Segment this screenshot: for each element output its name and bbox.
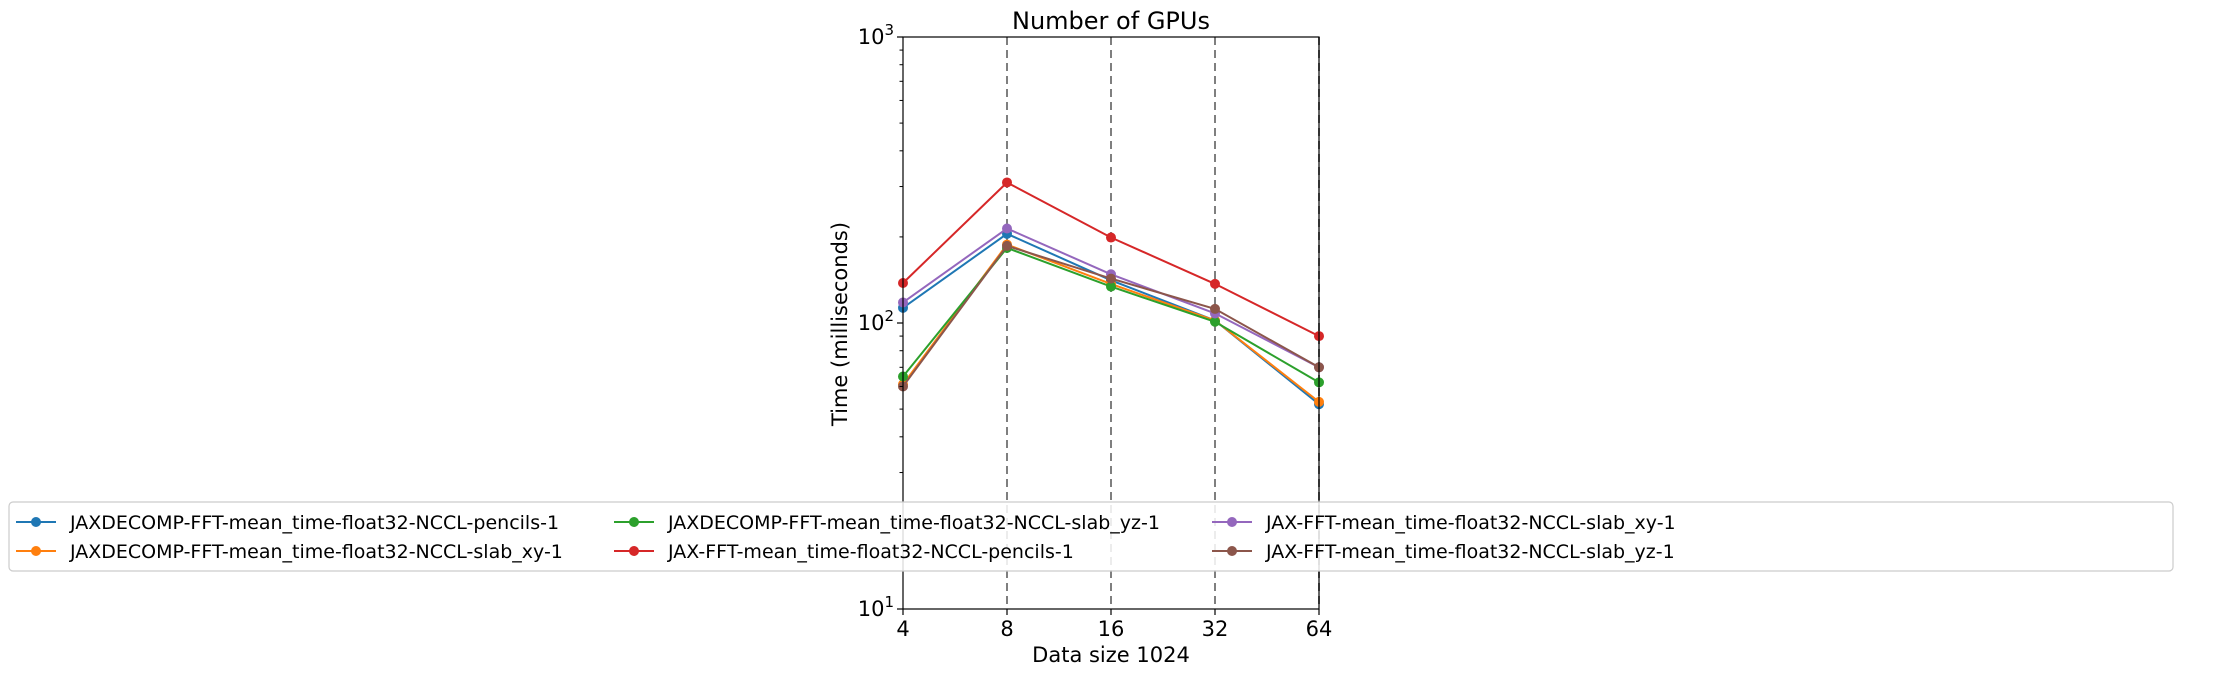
legend-label: JAXDECOMP-FFT-mean_time-float32-NCCL-sla… bbox=[69, 541, 563, 563]
x-axis-label: Data size 1024 bbox=[1032, 643, 1190, 667]
legend-label: JAXDECOMP-FFT-mean_time-float32-NCCL-pen… bbox=[69, 512, 559, 534]
x-tick-label: 16 bbox=[1098, 617, 1125, 641]
legend-swatch-marker bbox=[629, 546, 639, 556]
series-point-4 bbox=[1210, 278, 1220, 289]
legend-label: JAX-FFT-mean_time-float32-NCCL-slab_yz-1 bbox=[1265, 541, 1675, 563]
legend-label: JAX-FFT-mean_time-float32-NCCL-pencils-1 bbox=[667, 541, 1074, 563]
legend-swatch-marker bbox=[31, 517, 41, 527]
legend-swatch-marker bbox=[629, 517, 639, 527]
series-point-4 bbox=[1002, 177, 1012, 188]
legend-label: JAXDECOMP-FFT-mean_time-float32-NCCL-sla… bbox=[667, 512, 1160, 534]
series-point-5 bbox=[1002, 223, 1012, 234]
legend-box bbox=[8, 501, 2174, 572]
x-tick-label: 64 bbox=[1306, 617, 1333, 641]
series-point-6 bbox=[1106, 273, 1116, 284]
series-point-6 bbox=[1002, 240, 1012, 251]
series-point-4 bbox=[1106, 232, 1116, 243]
legend-label: JAX-FFT-mean_time-float32-NCCL-slab_xy-1 bbox=[1265, 512, 1676, 534]
series-point-6 bbox=[1210, 303, 1220, 314]
legend-swatch-marker bbox=[31, 546, 41, 556]
legend-swatch-marker bbox=[1227, 517, 1237, 527]
legend: JAXDECOMP-FFT-mean_time-float32-NCCL-pen… bbox=[8, 501, 2174, 572]
y-axis-label: Time (milliseconds) bbox=[828, 222, 852, 427]
axes: 4 8 16 32 64 101 102 103 bbox=[858, 21, 1333, 641]
y-tick-label: 103 bbox=[858, 21, 894, 49]
series-point-3 bbox=[1210, 316, 1220, 327]
legend-swatch-marker bbox=[1227, 546, 1237, 556]
y-tick-label: 101 bbox=[858, 593, 894, 621]
x-tick-label: 4 bbox=[896, 617, 909, 641]
chart-title: Number of GPUs bbox=[1012, 7, 1210, 35]
y-tick-label: 102 bbox=[858, 307, 894, 335]
x-tick-label: 8 bbox=[1000, 617, 1013, 641]
series-layer bbox=[898, 177, 1324, 410]
series-point-3 bbox=[1106, 281, 1116, 292]
x-tick-label: 32 bbox=[1202, 617, 1229, 641]
